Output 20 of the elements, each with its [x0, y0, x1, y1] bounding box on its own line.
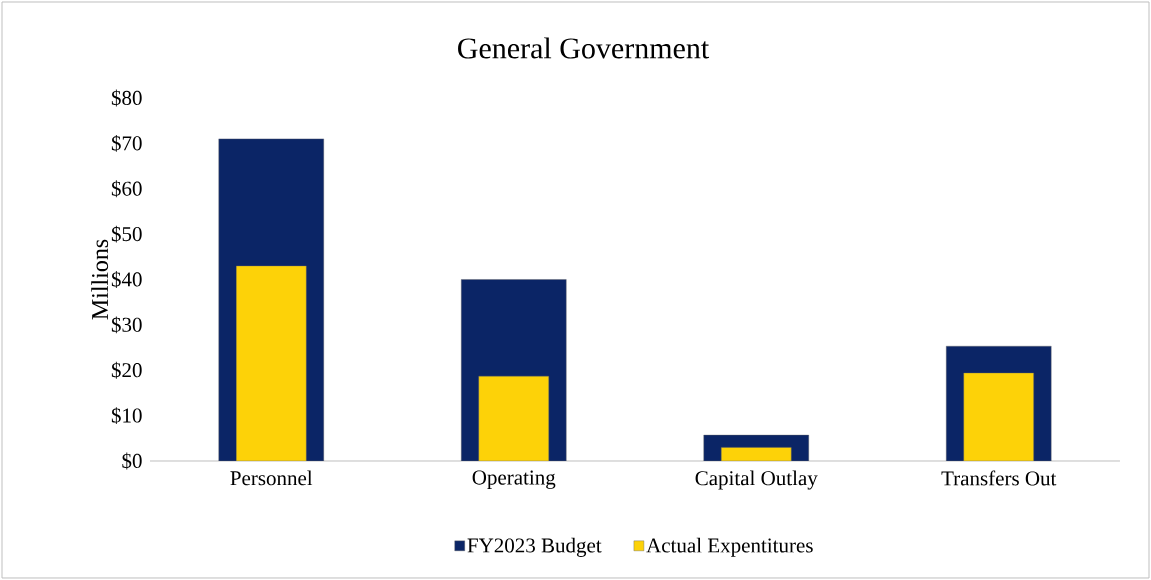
- x-tick-label: Operating: [472, 470, 556, 489]
- y-tick-label: $0: [122, 452, 142, 470]
- y-tick-label: $20: [111, 361, 142, 379]
- x-tick-label: Capital Outlay: [695, 470, 818, 490]
- legend-label: Actual Expentitures: [646, 537, 813, 557]
- bar: [963, 372, 1034, 461]
- y-tick-label: $50: [111, 225, 142, 243]
- bar: [236, 265, 307, 461]
- y-tick-label: $70: [111, 134, 142, 152]
- y-tick-label: $10: [111, 407, 142, 425]
- y-tick-label: $30: [111, 316, 142, 334]
- y-tick-label: $80: [111, 89, 142, 107]
- chart-title: General Government: [458, 37, 710, 59]
- x-tick-label: Personnel: [230, 470, 313, 486]
- y-axis-title: Millions: [91, 239, 109, 320]
- bar: [478, 375, 549, 461]
- y-tick-label: $40: [111, 271, 142, 288]
- y-tick-label: $60: [111, 180, 142, 198]
- x-tick-label: Transfers Out: [941, 470, 1057, 486]
- legend-label: FY2023 Budget: [467, 537, 602, 557]
